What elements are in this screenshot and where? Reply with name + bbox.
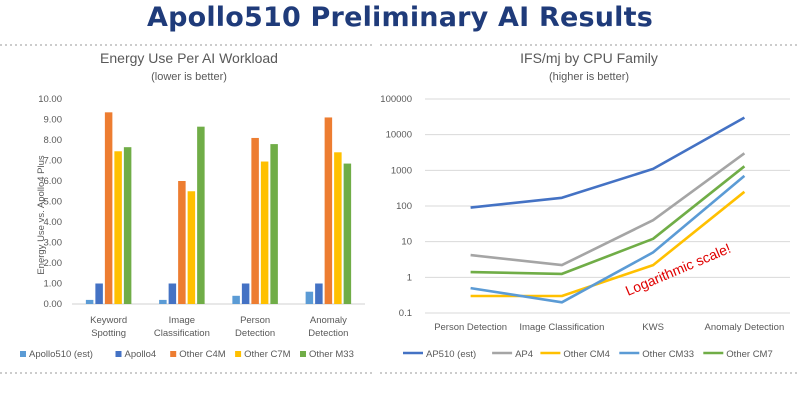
legend-swatch [115,351,122,357]
x-tick-label: Person Detection [434,322,507,333]
x-tick-label: Detection [235,328,275,339]
x-tick-label: Keyword [90,315,127,326]
x-tick-label: Classification [154,328,210,339]
y-tick-label: 100 [396,201,412,212]
bar [315,283,323,304]
bar-chart-title: Energy Use Per AI Workload [100,50,278,66]
x-tick-label: Person [240,315,270,326]
bar [197,126,205,304]
x-tick-label: Image Classification [519,322,604,333]
legend-label: Other M33 [309,349,354,360]
bar [104,112,113,304]
x-tick-label: Anomaly Detection [705,322,785,333]
y-tick-label: 5.00 [44,197,63,208]
x-tick-label: Detection [308,328,348,339]
y-tick-label: 10000 [386,130,412,141]
bar-chart: Energy Use Per AI Workload (lower is bet… [0,44,372,374]
legend-swatch [170,351,177,357]
x-tick-label: KWS [642,322,664,333]
series-line [470,116,746,209]
bar [168,283,177,304]
legend-swatch [300,351,306,357]
bar [241,283,250,304]
legend-label: Other C4M [179,349,226,360]
bar [270,144,278,304]
y-tick-label: 1.00 [44,279,63,290]
series-line [470,165,746,276]
legend-label: Other CM33 [642,349,694,360]
line-chart-title: IFS/mj by CPU Family [520,50,658,66]
series-line [470,174,746,304]
y-tick-label: 1000 [391,165,412,176]
bar [343,163,352,304]
legend-label: Other CM7 [726,349,772,360]
bar-chart-y-axis-title: Energy Use vs. Apollo4 Plus [36,155,47,275]
line-chart-subtitle: (higher is better) [549,71,629,83]
series-line [470,152,746,267]
x-tick-label: Spotting [91,328,126,339]
legend-label: Other CM4 [563,349,609,360]
y-tick-label: 6.00 [44,176,63,187]
y-tick-label: 8.00 [44,135,63,146]
bar [159,299,167,304]
legend-label: Other C7M [244,349,291,360]
bar [305,291,314,304]
y-tick-label: 3.00 [44,238,63,249]
legend-label: AP4 [515,349,533,360]
y-tick-label: 4.00 [44,217,63,228]
x-tick-label: Image [169,315,195,326]
y-tick-label: 1 [407,272,412,283]
bar-chart-subtitle: (lower is better) [151,71,227,83]
y-tick-label: 2.00 [44,258,63,269]
bar [251,137,259,304]
bar [324,117,333,304]
y-tick-label: 100000 [380,94,412,105]
y-tick-label: 0.1 [399,308,412,319]
bar [232,295,240,304]
legend-swatch [235,351,242,357]
legend-swatch [20,351,26,357]
line-chart: IFS/mj by CPU Family (higher is better) … [380,44,800,374]
bar [334,152,342,304]
bar [123,147,132,304]
bar [260,161,269,304]
y-tick-label: 7.00 [44,156,63,167]
bar [187,191,196,304]
y-tick-label: 10 [401,237,412,248]
bar [178,181,186,304]
page-title: Apollo510 Preliminary AI Results [146,2,654,33]
bar [85,299,94,304]
legend-label: Apollo510 (est) [29,349,93,360]
y-tick-label: 0.00 [44,299,63,310]
bar [95,283,103,304]
bar [114,151,122,304]
x-tick-label: Anomaly [310,315,347,326]
legend-label: Apollo4 [125,349,157,360]
y-tick-label: 9.00 [44,115,63,126]
y-tick-label: 10.00 [38,94,62,105]
legend-label: AP510 (est) [426,349,476,360]
